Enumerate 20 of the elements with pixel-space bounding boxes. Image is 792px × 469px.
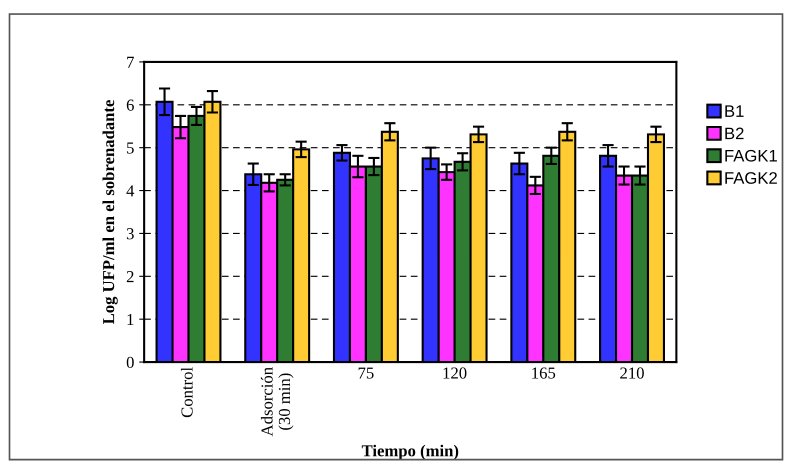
y-tick-label: 3	[126, 228, 134, 240]
y-tick-label: 4	[126, 185, 134, 196]
x-tick-label: 120	[444, 367, 466, 379]
y-tick-label: 7	[127, 56, 134, 68]
x-tick-label: 75	[358, 368, 374, 379]
y-tick-label: 5	[127, 142, 134, 154]
y-tick-label: 6	[126, 100, 134, 111]
legend-label: FAGK2	[725, 172, 777, 184]
y-tick-label: 0	[126, 356, 134, 368]
legend-label: B1	[725, 105, 744, 117]
y-tick-label: 1	[128, 314, 134, 325]
x-tick-label: 165	[532, 367, 556, 379]
y-axis-title: Log UFP/ml en el sobrenadante	[102, 100, 118, 324]
legend-label: B2	[725, 128, 744, 140]
y-tick-label: 2	[126, 271, 134, 282]
x-axis-title: Tiempo (min)	[362, 444, 458, 460]
x-tick-label: Control	[180, 367, 193, 418]
legend-label: FAGK1	[725, 150, 777, 162]
x-tick-label: Adsorción (30 min)	[260, 367, 294, 436]
x-tick-label: 210	[620, 367, 644, 379]
